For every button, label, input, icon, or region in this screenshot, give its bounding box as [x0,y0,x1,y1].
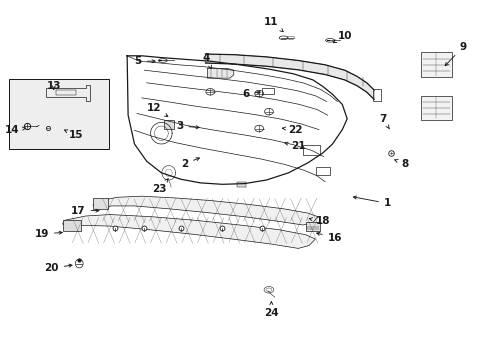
Bar [316,167,329,175]
Bar [420,52,451,77]
Bar [93,198,107,209]
Text: 18: 18 [308,216,329,226]
Text: 16: 16 [316,232,342,243]
Polygon shape [205,54,373,99]
Text: 3: 3 [176,121,199,131]
Text: 21: 21 [284,141,305,151]
Text: 15: 15 [64,130,83,140]
Bar [420,96,451,120]
Text: 20: 20 [44,263,72,273]
FancyBboxPatch shape [237,182,245,187]
Bar [261,88,273,94]
Bar [163,120,173,129]
Text: 10: 10 [333,31,351,43]
Text: 24: 24 [264,302,278,318]
Text: 1: 1 [353,196,390,208]
Text: 14: 14 [5,125,25,135]
Text: 6: 6 [242,89,260,99]
Text: 17: 17 [71,206,99,216]
Text: 12: 12 [146,103,167,117]
Text: 23: 23 [151,179,168,194]
Polygon shape [207,68,233,78]
Text: 5: 5 [134,56,155,66]
Text: 7: 7 [378,114,389,129]
Text: 8: 8 [394,159,407,169]
Text: 9: 9 [444,42,466,66]
Bar [305,222,319,231]
Text: 11: 11 [264,17,283,32]
Polygon shape [93,196,317,225]
Bar [56,90,76,95]
Text: 2: 2 [181,158,199,169]
Text: 4: 4 [203,53,211,68]
Bar [62,220,81,231]
Text: 22: 22 [282,125,303,135]
Text: 13: 13 [46,81,61,91]
Bar [9,79,109,149]
Text: 19: 19 [35,229,62,239]
Polygon shape [62,215,315,248]
